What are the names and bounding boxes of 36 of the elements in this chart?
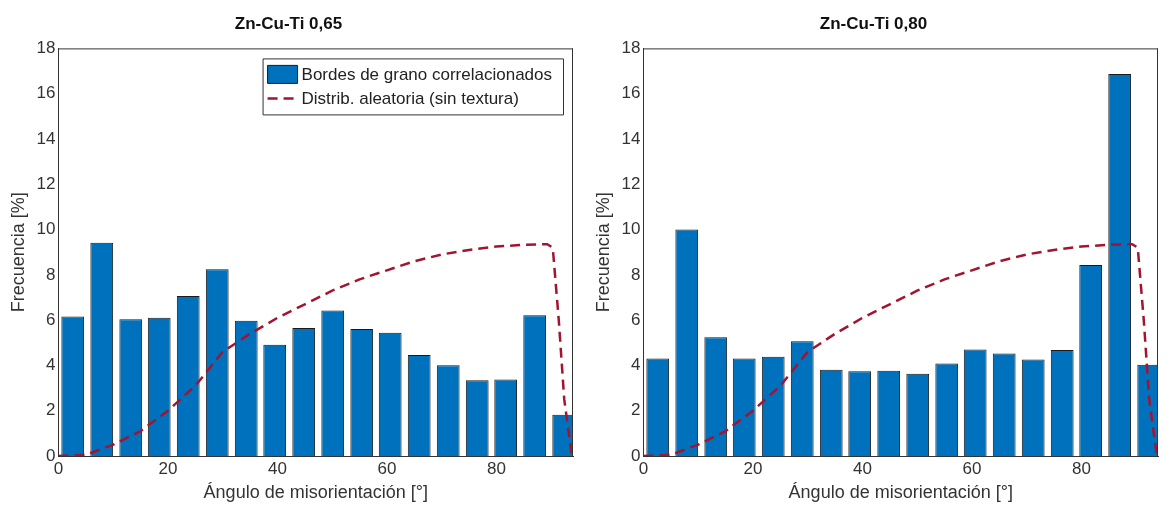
y-tick-label: 16 [621,83,641,103]
y-axis-title: Frecuencia [%] [592,192,613,313]
y-tick-label: 0 [46,445,56,465]
y-tick-label: 8 [631,264,641,284]
y-tick-label: 10 [36,219,56,239]
x-axis-title: Ángulo de misorientación [°] [203,482,428,503]
y-tick-label: 12 [621,173,641,193]
x-axis-title: Ángulo de misorientación [°] [788,482,1013,503]
y-tick-label: 16 [36,83,56,103]
legend-label: Bordes de grano correlacionados [301,65,552,85]
y-tick-label: 18 [621,38,641,58]
chart-title: Zn-Cu-Ti 0,65 [234,13,343,33]
x-tick-label: 80 [1071,458,1091,478]
y-tick-label: 14 [36,128,56,148]
y-tick-label: 2 [46,400,56,420]
y-tick-label: 4 [46,355,56,375]
y-tick-label: 8 [46,264,56,284]
x-tick-label: 60 [962,458,982,478]
x-tick-label: 40 [852,458,872,478]
x-tick-label: 20 [743,458,763,478]
y-tick-label: 4 [631,355,641,375]
legend-label: Distrib. aleatoria (sin textura) [301,89,519,109]
x-tick-label: 20 [158,458,178,478]
x-tick-label: 40 [267,458,287,478]
y-tick-label: 2 [631,400,641,420]
y-tick-label: 12 [36,173,56,193]
y-tick-label: 6 [631,309,641,329]
y-tick-label: 14 [621,128,641,148]
y-axis-title: Frecuencia [%] [7,192,28,313]
chart-title: Zn-Cu-Ti 0,80 [819,13,928,33]
x-tick-label: 60 [377,458,397,478]
y-tick-label: 6 [46,309,56,329]
y-tick-label: 10 [621,219,641,239]
x-tick-label: 80 [486,458,506,478]
y-tick-label: 0 [631,445,641,465]
y-tick-label: 18 [36,38,56,58]
